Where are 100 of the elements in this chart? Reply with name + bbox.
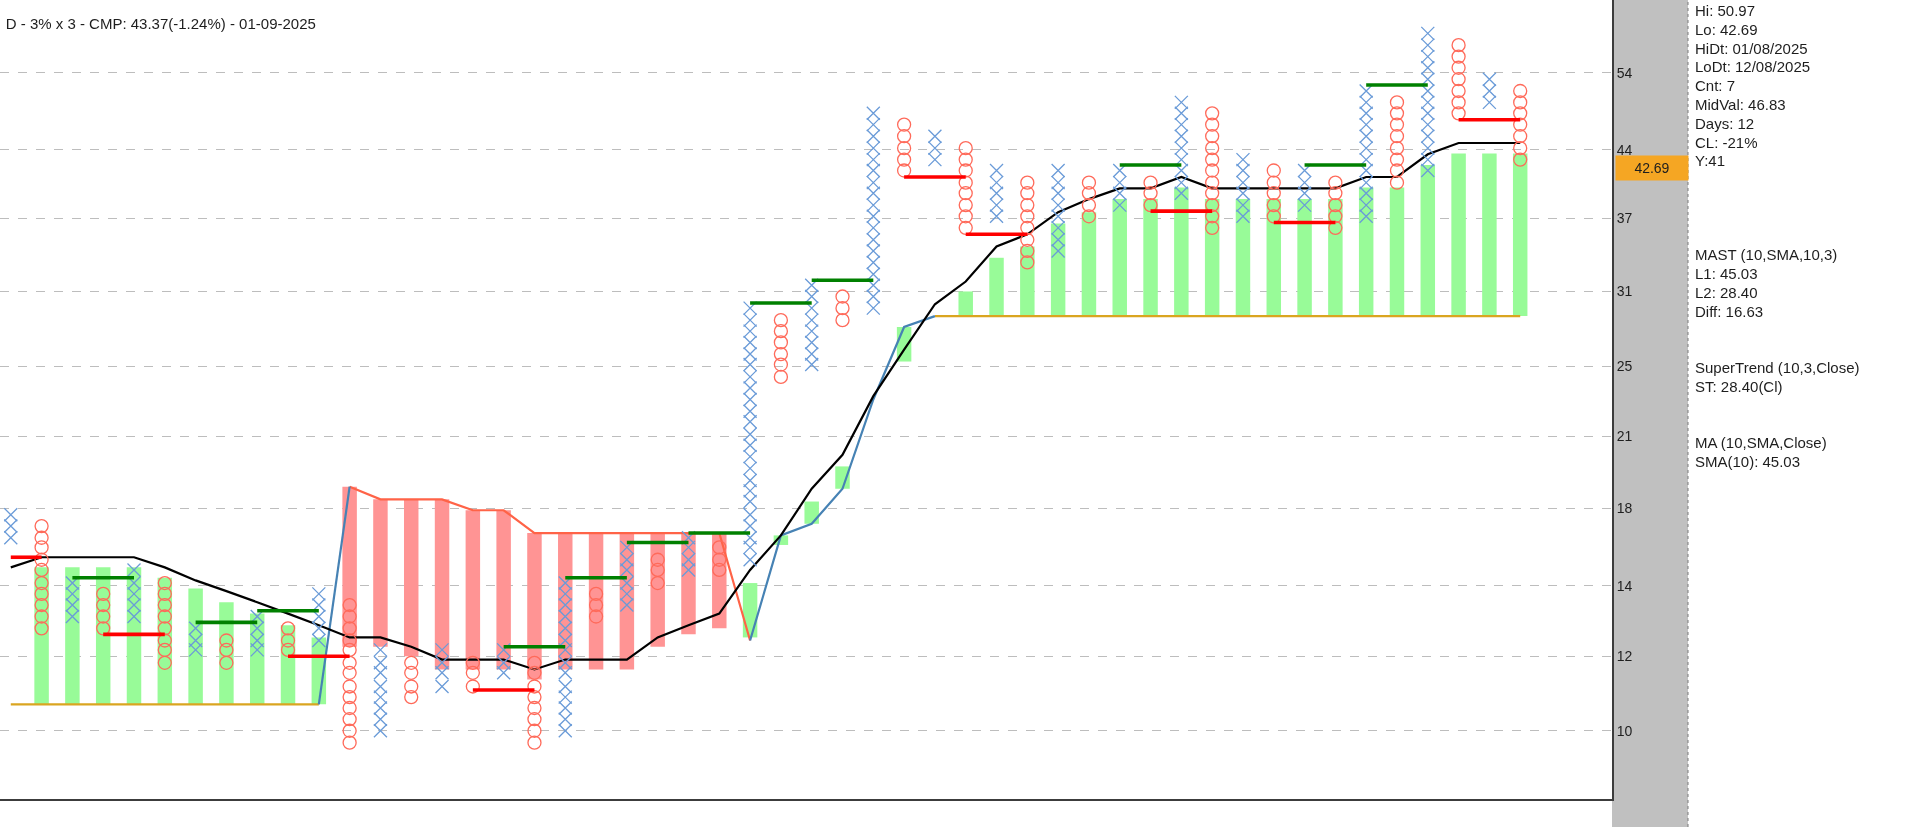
point — [650, 562, 665, 578]
text: CL: -21% — [1695, 134, 1758, 151]
bar — [496, 510, 511, 670]
point — [1513, 106, 1528, 121]
point — [958, 220, 973, 236]
point — [619, 597, 635, 613]
point — [157, 575, 172, 591]
bar — [527, 533, 542, 680]
point — [1112, 175, 1127, 190]
point — [373, 665, 388, 680]
text: Hi: 50.97 — [1695, 2, 1756, 19]
point — [650, 575, 665, 591]
point — [866, 186, 881, 201]
point — [742, 404, 758, 419]
point — [866, 117, 881, 132]
point — [34, 621, 49, 636]
point — [742, 392, 758, 407]
point — [1081, 197, 1097, 213]
bar — [1297, 199, 1312, 317]
y-tick-label: 54 — [1616, 64, 1633, 81]
point — [342, 597, 357, 613]
point — [1420, 106, 1435, 121]
point — [1297, 186, 1312, 201]
point — [126, 597, 142, 613]
bar — [1050, 223, 1066, 317]
point — [434, 679, 450, 694]
point — [157, 609, 172, 624]
point — [1451, 106, 1466, 121]
point — [1143, 197, 1158, 213]
point — [804, 346, 819, 362]
point — [558, 665, 573, 680]
point — [1174, 141, 1189, 156]
point — [1205, 197, 1220, 213]
bar — [1358, 187, 1374, 317]
point — [1359, 129, 1374, 144]
point — [280, 621, 296, 636]
point — [1205, 209, 1220, 224]
point — [742, 414, 758, 429]
point — [1266, 197, 1281, 213]
point — [34, 540, 49, 555]
point — [866, 267, 881, 282]
point — [896, 141, 912, 156]
bar — [1143, 199, 1158, 317]
point — [989, 175, 1004, 190]
point — [373, 679, 388, 694]
text: MA (10,SMA,Close) — [1695, 434, 1827, 451]
point — [804, 289, 819, 304]
text: Y:41 — [1695, 152, 1726, 169]
point — [311, 633, 326, 648]
point — [558, 633, 573, 648]
point — [1050, 163, 1066, 178]
point — [65, 597, 80, 613]
point — [126, 609, 142, 624]
point — [681, 562, 696, 578]
point — [588, 586, 604, 602]
point — [1420, 141, 1435, 156]
point — [1359, 152, 1374, 167]
bar — [1266, 199, 1282, 317]
y-tick-label: 21 — [1616, 427, 1633, 444]
point — [989, 163, 1004, 178]
text: MAST (10,SMA,10,3) — [1695, 246, 1838, 263]
point — [1020, 175, 1035, 190]
point — [866, 243, 881, 259]
point — [989, 197, 1004, 213]
point — [742, 369, 758, 385]
point — [866, 129, 881, 144]
point — [1389, 163, 1405, 178]
point — [1297, 175, 1312, 190]
point — [1389, 106, 1405, 121]
point — [1420, 38, 1435, 53]
point — [434, 665, 450, 680]
point — [804, 335, 819, 350]
bar — [1389, 187, 1405, 317]
point — [1235, 175, 1251, 190]
point — [1235, 209, 1251, 224]
point — [1513, 117, 1528, 132]
point — [1050, 209, 1066, 224]
point — [342, 723, 357, 738]
point — [742, 323, 758, 339]
point — [1359, 95, 1374, 110]
point — [1174, 152, 1189, 167]
point — [1359, 141, 1374, 156]
point — [34, 575, 49, 591]
point — [404, 679, 419, 694]
point — [1050, 220, 1066, 236]
point — [958, 163, 973, 178]
point — [958, 141, 973, 156]
point — [65, 586, 80, 602]
point — [1513, 141, 1528, 156]
point — [804, 278, 819, 293]
point — [712, 562, 727, 578]
point — [1235, 197, 1251, 213]
y-tick-label: 12 — [1616, 648, 1633, 665]
point — [1389, 129, 1405, 144]
point — [866, 220, 881, 236]
bar — [1081, 212, 1097, 317]
point — [1420, 117, 1435, 132]
point — [1174, 129, 1189, 144]
point — [1205, 152, 1220, 167]
point — [126, 562, 142, 578]
